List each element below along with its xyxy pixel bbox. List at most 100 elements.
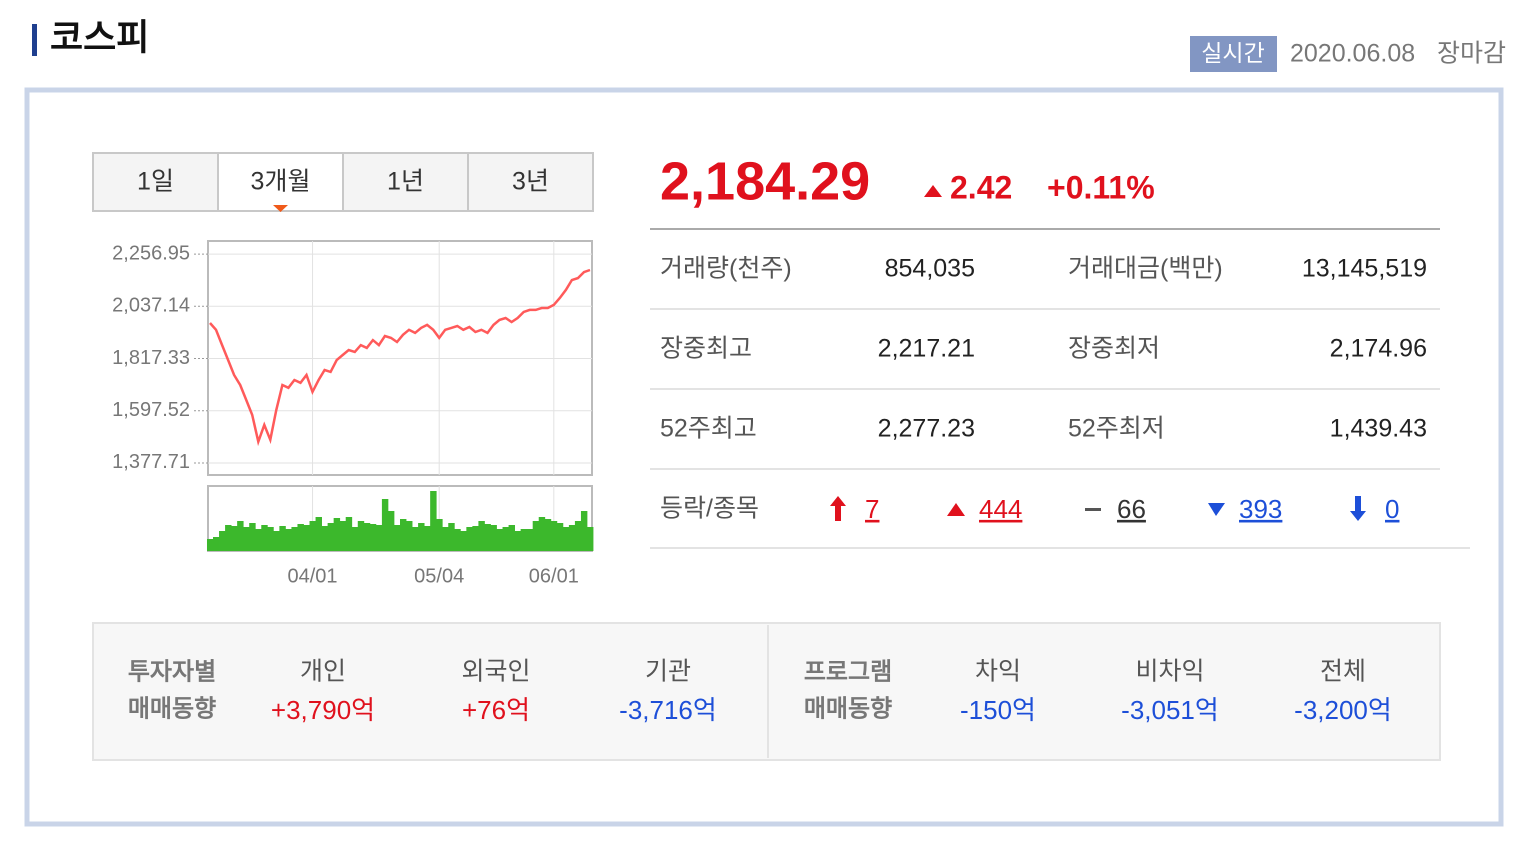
x-tick-label: 05/04 <box>414 565 464 587</box>
tab-label[interactable]: 1일 <box>137 168 174 196</box>
volume-bar <box>490 525 497 551</box>
volume-bar <box>478 521 485 551</box>
volume-bar <box>544 519 552 551</box>
stat-value: 2,217.21 <box>878 335 975 363</box>
flow-value: -3,051억 <box>1121 695 1219 725</box>
stat-value: 854,035 <box>885 255 975 283</box>
y-tick-label: 2,037.14 <box>112 295 190 317</box>
badge: 실시간 <box>1201 40 1264 66</box>
volume-bar <box>363 523 371 551</box>
volume-bar <box>345 517 353 551</box>
volume-bar <box>309 521 316 551</box>
price-plot <box>207 240 593 476</box>
group-label: 프로그램 <box>804 658 892 685</box>
volume-bar <box>580 511 588 551</box>
volume-bar <box>442 527 449 551</box>
volume-bar <box>574 521 582 551</box>
upper-limit-icon <box>830 496 846 521</box>
flow-name: 차익 <box>975 658 1021 686</box>
stat-label: 장중최저 <box>1068 335 1160 363</box>
flow-name: 전체 <box>1320 658 1366 686</box>
volume-bar <box>496 529 503 551</box>
volume-bar <box>526 529 534 551</box>
stat-label: 52주최저 <box>1068 415 1165 443</box>
volume-bar <box>255 529 262 551</box>
stat-label: 거래량(천주) <box>660 255 792 283</box>
stat-value: 13,145,519 <box>1302 255 1427 283</box>
tab[interactable] <box>217 152 344 212</box>
price: 2,184.29 <box>660 151 870 211</box>
volume-bar <box>387 511 395 551</box>
flow-value: +76억 <box>462 695 530 725</box>
tab[interactable] <box>467 152 594 212</box>
title: 코스피 <box>50 17 149 58</box>
up-count[interactable]: 444 <box>979 494 1022 524</box>
tab-label[interactable]: 3년 <box>512 168 549 196</box>
upper-limit-count[interactable]: 7 <box>865 494 879 524</box>
lower-limit-count[interactable]: 0 <box>1385 494 1399 524</box>
flow-value: -3,716억 <box>619 695 717 725</box>
stat-value: 2,174.96 <box>1330 335 1427 363</box>
tab-marker <box>273 205 288 212</box>
volume-bar <box>484 524 491 551</box>
tab[interactable] <box>342 152 469 212</box>
lower-limit-icon <box>1350 496 1366 521</box>
volume-bar <box>418 523 425 551</box>
volume-bar <box>206 539 214 551</box>
volume-bar <box>562 527 570 551</box>
stat-value: 1,439.43 <box>1330 415 1427 443</box>
volume-bar <box>430 491 437 551</box>
volume-bar <box>424 526 431 551</box>
volume-bar <box>321 526 329 551</box>
flat-icon <box>1085 508 1101 511</box>
group-label: 매매동향 <box>804 695 892 722</box>
volume-bar <box>454 529 461 551</box>
volume-bar <box>436 519 443 551</box>
volume-bar <box>556 523 564 551</box>
down-count[interactable]: 393 <box>1239 494 1282 524</box>
volume-bar <box>333 518 341 551</box>
volume-bar <box>375 525 383 551</box>
price-line <box>209 268 591 447</box>
volume-bar <box>406 521 413 551</box>
volume-bar <box>225 525 232 551</box>
stat-value: 2,277.23 <box>878 415 975 443</box>
group-label: 매매동향 <box>128 695 216 722</box>
stat-label: 장중최고 <box>660 335 752 363</box>
up-icon <box>947 503 965 516</box>
volume-bar <box>460 531 467 551</box>
volume-bar <box>466 527 473 551</box>
volume-bar <box>219 531 226 551</box>
flat-count[interactable]: 66 <box>1117 494 1146 524</box>
y-tick-label: 1,597.52 <box>112 399 190 421</box>
volume-bar <box>381 499 389 551</box>
volume-bar <box>243 527 250 551</box>
flow-value: +3,790억 <box>271 695 375 725</box>
x-tick-label: 06/01 <box>529 565 579 587</box>
volume-bar <box>520 529 528 551</box>
volume-bar <box>472 526 479 551</box>
volume-bar <box>393 525 401 551</box>
volume-bar <box>538 517 546 551</box>
y-tick-label: 1,817.33 <box>112 347 190 369</box>
volume-bar <box>502 527 509 551</box>
volume-bar <box>231 526 238 551</box>
volume-bar <box>586 527 594 551</box>
tab-label[interactable]: 3개월 <box>251 168 311 196</box>
flow-name: 개인 <box>300 658 346 686</box>
stat-label: 거래대금(백만) <box>1068 255 1223 283</box>
volume-bar <box>213 537 220 551</box>
volume-bar <box>532 521 540 551</box>
volume-bar <box>448 523 455 551</box>
volume-bar <box>297 524 304 551</box>
badge-bg <box>1190 36 1277 72</box>
tab-label[interactable]: 1년 <box>387 168 424 196</box>
group-label: 투자자별 <box>128 658 216 685</box>
volume-bar <box>351 527 359 551</box>
volume-bar <box>412 527 419 551</box>
volume-bar <box>261 525 268 551</box>
market-status: 장마감 <box>1437 40 1506 68</box>
